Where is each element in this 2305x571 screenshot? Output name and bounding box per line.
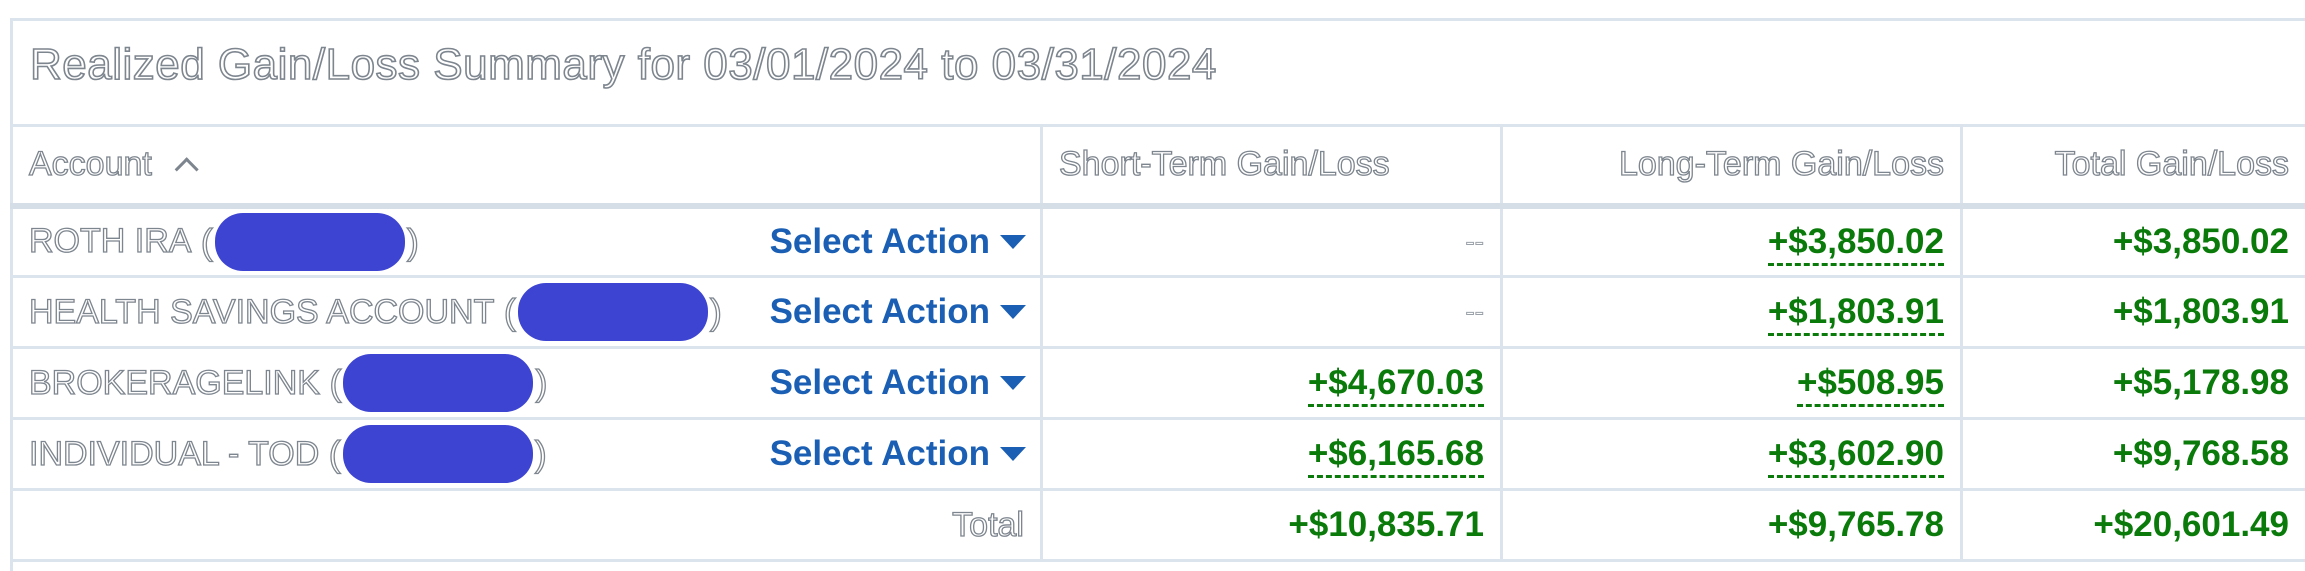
redacted-account-number bbox=[343, 354, 534, 412]
select-action-dropdown[interactable]: Select Action bbox=[770, 292, 1026, 332]
chevron-up-icon[interactable] bbox=[174, 157, 200, 182]
select-action-dropdown[interactable]: Select Action bbox=[770, 434, 1026, 474]
total-value: +$5,178.98 bbox=[1960, 346, 2305, 420]
account-cell: BROKERAGELINK () Select Action bbox=[10, 346, 1043, 420]
account-name: INDIVIDUAL - TOD bbox=[28, 434, 320, 473]
column-header-total: Total Gain/Loss bbox=[1960, 124, 2305, 209]
table-row: BROKERAGELINK () Select Action +$4,670.0… bbox=[10, 346, 2305, 420]
long-term-link[interactable]: +$508.95 bbox=[1797, 363, 1944, 407]
column-header-account-label: Account bbox=[28, 145, 152, 184]
select-action-label: Select Action bbox=[769, 292, 990, 331]
total-long-term: +$9,765.78 bbox=[1500, 488, 1963, 562]
table-header-row: Account Short-Term Gain/Loss Long-Term G… bbox=[10, 124, 2305, 209]
table-row: ROTH IRA () Select Action -- +$3,850.02 … bbox=[10, 204, 2305, 278]
column-header-long-term: Long-Term Gain/Loss bbox=[1500, 124, 1963, 209]
long-term-value[interactable]: +$3,850.02 bbox=[1500, 204, 1963, 278]
total-value: +$1,803.91 bbox=[1960, 275, 2305, 349]
long-term-value[interactable]: +$508.95 bbox=[1500, 346, 1963, 420]
short-term-link[interactable]: +$6,165.68 bbox=[1307, 434, 1484, 478]
column-header-short-term: Short-Term Gain/Loss bbox=[1040, 124, 1503, 209]
redacted-account-number bbox=[517, 283, 708, 341]
long-term-link[interactable]: +$1,803.91 bbox=[1767, 292, 1944, 336]
table-row: INDIVIDUAL - TOD () Select Action +$6,16… bbox=[10, 417, 2305, 491]
redacted-account-number bbox=[214, 212, 405, 271]
account-cell: ROTH IRA () Select Action bbox=[10, 204, 1043, 278]
caret-down-icon bbox=[1000, 305, 1026, 319]
totals-row: Total +$10,835.71 +$9,765.78 +$20,601.49 bbox=[10, 488, 2305, 562]
total-value: +$9,768.58 bbox=[1960, 417, 2305, 491]
total-short-term: +$10,835.71 bbox=[1040, 488, 1503, 562]
account-cell: INDIVIDUAL - TOD () Select Action bbox=[10, 417, 1043, 491]
gain-loss-table: Account Short-Term Gain/Loss Long-Term G… bbox=[10, 124, 2305, 562]
redacted-account-number bbox=[342, 425, 533, 483]
select-action-label: Select Action bbox=[769, 221, 990, 261]
grand-total: +$20,601.49 bbox=[1960, 488, 2305, 562]
caret-down-icon bbox=[1000, 376, 1026, 390]
select-action-label: Select Action bbox=[769, 363, 990, 402]
select-action-label: Select Action bbox=[769, 434, 990, 473]
account-name: ROTH IRA bbox=[28, 222, 192, 261]
long-term-link[interactable]: +$3,602.90 bbox=[1767, 434, 1944, 478]
long-term-link[interactable]: +$3,850.02 bbox=[1767, 221, 1944, 266]
column-header-account[interactable]: Account bbox=[10, 124, 1043, 209]
short-term-value[interactable]: +$4,670.03 bbox=[1040, 346, 1503, 420]
long-term-value[interactable]: +$3,602.90 bbox=[1500, 417, 1963, 491]
short-term-value: -- bbox=[1040, 275, 1503, 349]
table-row: HEALTH SAVINGS ACCOUNT () Select Action … bbox=[10, 275, 2305, 349]
short-term-value: -- bbox=[1040, 204, 1503, 278]
account-cell: HEALTH SAVINGS ACCOUNT () Select Action bbox=[10, 275, 1043, 349]
total-label: Total bbox=[10, 488, 1043, 562]
select-action-dropdown[interactable]: Select Action bbox=[770, 363, 1026, 403]
caret-down-icon bbox=[1000, 234, 1026, 249]
total-value: +$3,850.02 bbox=[1960, 204, 2305, 278]
short-term-value[interactable]: +$6,165.68 bbox=[1040, 417, 1503, 491]
caret-down-icon bbox=[1000, 447, 1026, 461]
short-term-link[interactable]: +$4,670.03 bbox=[1307, 363, 1484, 407]
page-title: Realized Gain/Loss Summary for 03/01/202… bbox=[29, 39, 1217, 90]
select-action-dropdown[interactable]: Select Action bbox=[770, 222, 1026, 262]
long-term-value[interactable]: +$1,803.91 bbox=[1500, 275, 1963, 349]
account-name: HEALTH SAVINGS ACCOUNT bbox=[28, 292, 495, 331]
account-name: BROKERAGELINK bbox=[28, 363, 320, 402]
